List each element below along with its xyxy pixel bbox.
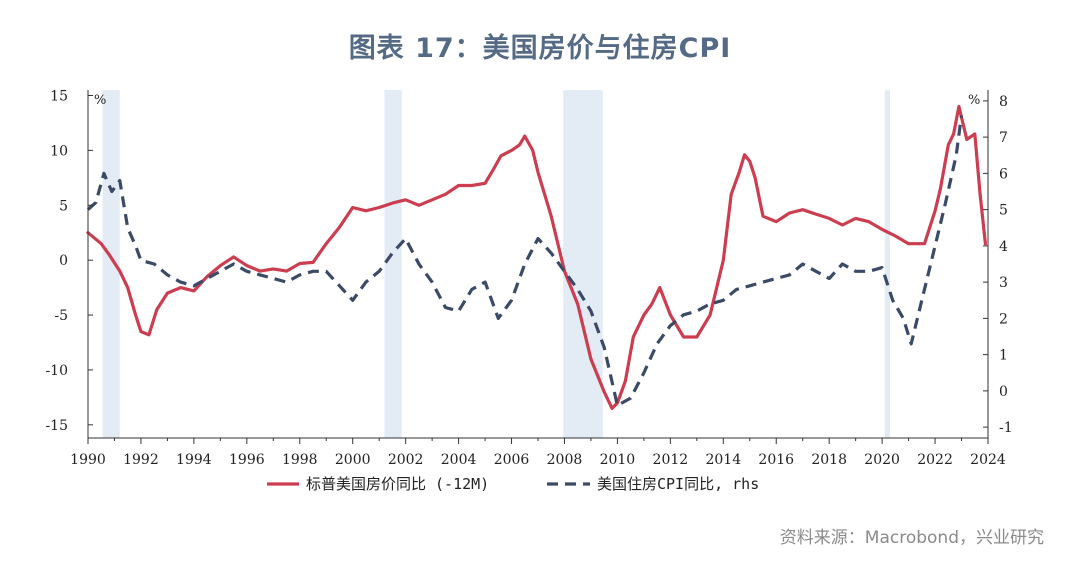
- legend-label-1: 美国住房CPI同比, rhs: [597, 475, 759, 493]
- recession-band-2: [563, 90, 603, 438]
- y2-tick-label: 1: [999, 348, 1008, 364]
- legend-label-0: 标普美国房价同比 (-12M): [306, 475, 489, 493]
- x-tick-label: 2012: [653, 452, 689, 468]
- x-tick-label: 2024: [970, 452, 1006, 468]
- y2-tick-label: 2: [999, 311, 1008, 327]
- chart-title: 图表 17：美国房价与住房CPI: [348, 33, 732, 64]
- recession-band-0: [102, 90, 120, 438]
- y-tick-label: 15: [50, 88, 68, 104]
- series-lines: [86, 104, 987, 410]
- y2-tick-label: 7: [999, 130, 1008, 146]
- x-tick-label: 2008: [547, 452, 583, 468]
- y2-tick-label: -1: [999, 420, 1013, 436]
- x-tick-label: 2000: [335, 452, 371, 468]
- y2-tick-label: 3: [999, 275, 1008, 291]
- x-tick-label: 2018: [811, 452, 847, 468]
- x-tick-label: 1990: [70, 452, 106, 468]
- source-note: 资料来源：Macrobond，兴业研究: [779, 528, 1044, 548]
- y2-tick-label: 4: [999, 239, 1008, 255]
- x-tick-label: 2020: [864, 452, 900, 468]
- y-tick-label: 0: [59, 253, 68, 269]
- y-axis-unit: %: [94, 93, 106, 108]
- y-tick-label: -5: [54, 308, 68, 324]
- x-tick-label: 1994: [176, 452, 212, 468]
- recession-bands: [102, 90, 891, 438]
- x-tick-label: 2002: [388, 452, 424, 468]
- recession-band-3: [884, 90, 891, 438]
- y2-tick-label: 8: [999, 94, 1008, 110]
- x-tick-label: 2004: [441, 452, 477, 468]
- x-tick-label: 2014: [705, 452, 741, 468]
- series-line-0: [86, 104, 987, 410]
- y2-tick-label: 6: [999, 166, 1008, 182]
- series-line-1: [86, 115, 964, 407]
- y-tick-label: -15: [45, 418, 68, 434]
- x-tick-label: 2022: [917, 452, 953, 468]
- x-tick-label: 2010: [600, 452, 636, 468]
- x-tick-label: 1998: [282, 452, 318, 468]
- x-tick-label: 2016: [758, 452, 794, 468]
- y-tick-label: 5: [59, 198, 68, 214]
- y-tick-label: -10: [45, 363, 68, 379]
- recession-band-1: [384, 90, 402, 438]
- x-tick-label: 2006: [494, 452, 530, 468]
- y2-axis-unit: %: [968, 93, 980, 108]
- y2-tick-label: 0: [999, 384, 1008, 400]
- y2-tick-label: 5: [999, 203, 1008, 219]
- y-tick-label: 10: [50, 143, 68, 159]
- x-tick-label: 1996: [229, 452, 265, 468]
- x-tick-label: 1992: [123, 452, 159, 468]
- legend: 标普美国房价同比 (-12M) 美国住房CPI同比, rhs: [267, 475, 759, 493]
